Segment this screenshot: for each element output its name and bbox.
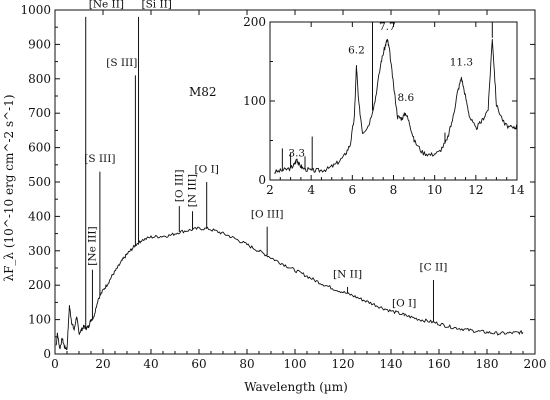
main-x-tick-label: 60 [191,357,206,371]
main-y-tick-label: 900 [28,37,51,51]
inset-x-tick-label: 4 [307,183,315,197]
line-label: [O I] [195,164,219,176]
main-x-tick-label: 0 [51,357,59,371]
inset-peak-label: 3.3 [288,147,305,159]
main-x-tick-label: 40 [143,357,158,371]
main-y-tick-label: 300 [28,244,51,258]
main-x-tick-label: 20 [95,357,110,371]
main-x-tick-label: 200 [524,357,547,371]
inset-y-tick-label: 100 [243,94,266,108]
main-y-tick-label: 100 [28,313,51,327]
inset-y-tick-label: 0 [258,173,266,187]
line-label: [Si II] [142,0,172,10]
inset-peak-label: 7.7 [379,21,396,33]
inset-peak-label: 6.2 [348,45,365,57]
line-label: [C II] [420,262,448,274]
inset-spectrum-line [273,38,518,174]
main-y-tick-label: 800 [28,72,51,86]
inset-x-tick-label: 6 [349,183,357,197]
main-x-tick-label: 120 [332,357,355,371]
line-label: [O III] [251,208,284,220]
main-y-tick-label: 0 [43,347,51,361]
main-x-tick-label: 100 [284,357,307,371]
main-y-tick-label: 400 [28,209,51,223]
inset-chart: 2 4 6 8 10 12 14 0 100 200 3.3 6.2 7.7 8.6 11.3 [243,15,525,197]
main-x-tick-label: 140 [380,357,403,371]
inset-x-tick-label: 14 [509,183,525,197]
y-axis-title: λF_λ (10^-10 erg cm^-2 s^-1) [2,94,16,281]
chart-title: M82 [189,85,217,99]
line-label: [S III] [84,153,115,165]
continuum-line [55,226,524,351]
main-x-tick-label: 180 [476,357,499,371]
line-label: [N III] [187,174,199,207]
line-label: [Ne III] [86,226,98,265]
inset-axes: 2 4 6 8 10 12 14 0 100 200 [243,15,525,197]
inset-x-tick-label: 8 [390,183,398,197]
main-y-tick-label: 700 [28,106,51,120]
line-label: [O III] [173,169,185,202]
inset-peak-label: 8.6 [397,92,414,104]
inset-x-tick-label: 12 [468,183,483,197]
inset-annotations: 3.3 6.2 7.7 8.6 11.3 [288,21,473,159]
inset-background [267,22,517,180]
line-label: [S III] [106,57,137,69]
main-line-annotations: [Ne II] [Si II] [S III] [S III] [Ne III] [O I… [84,0,447,310]
inset-x-tick-label: 10 [427,183,442,197]
main-y-tick-label: 500 [28,175,51,189]
main-x-tick-label: 160 [428,357,451,371]
inset-y-tick-label: 200 [243,15,266,29]
inset-peak-label: 11.3 [450,56,473,68]
line-label: [N II] [333,268,362,280]
inset-x-tick-label: 2 [266,183,274,197]
line-label: [O I] [392,298,416,310]
inset-plot [273,22,518,174]
main-y-tick-label: 1000 [20,3,51,17]
main-y-tick-label: 200 [28,278,51,292]
main-y-tick-label: 600 [28,141,51,155]
x-axis-title: Wavelength (µm) [244,380,348,394]
main-axes: 0 20 40 60 80 100 120 140 160 180 2000100200300400… [20,3,546,371]
line-label: [Ne II] [89,0,124,10]
main-x-tick-label: 80 [239,357,254,371]
main-plot [55,16,524,351]
